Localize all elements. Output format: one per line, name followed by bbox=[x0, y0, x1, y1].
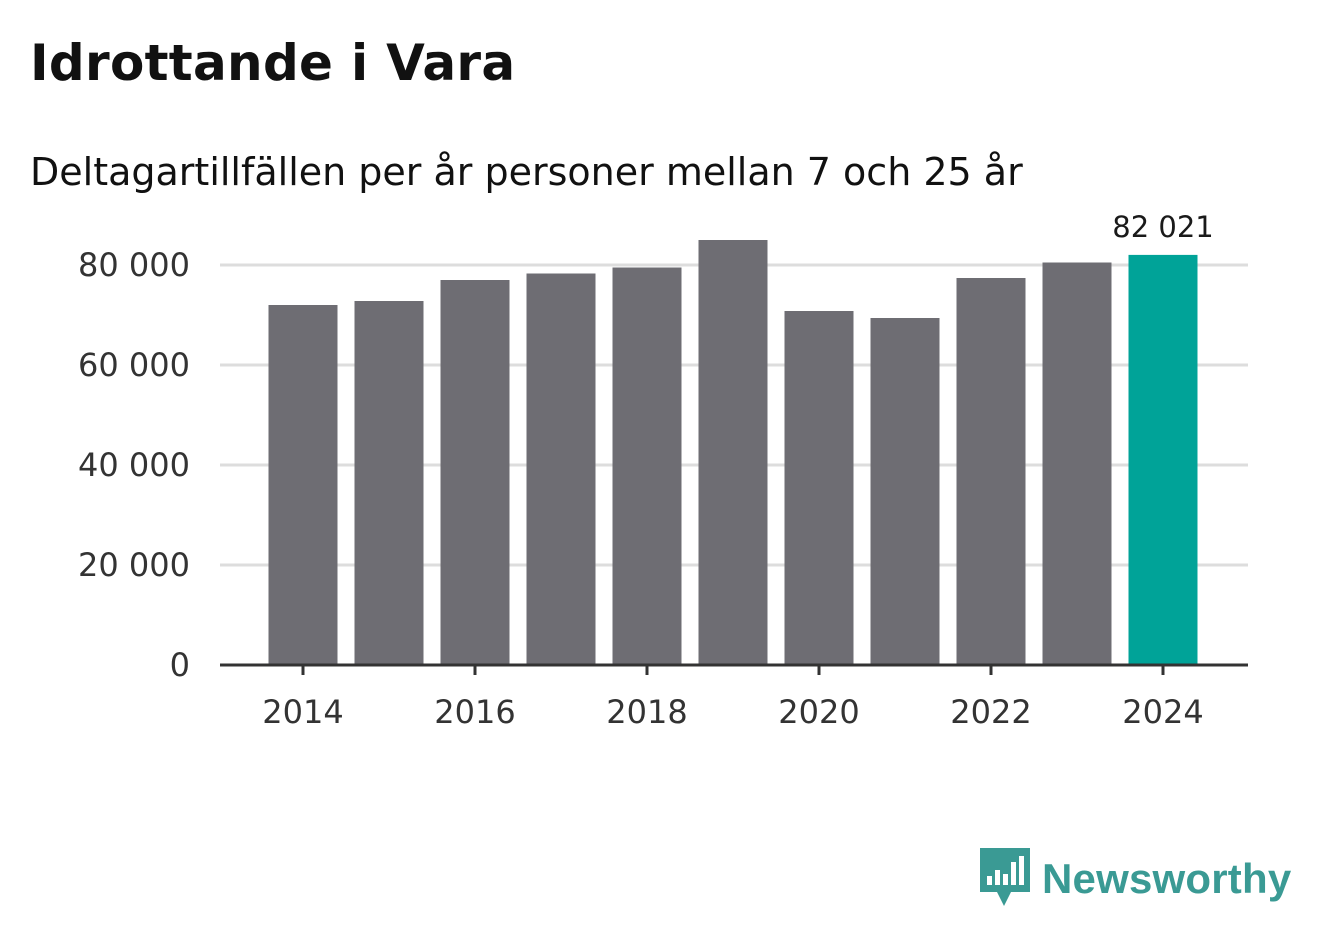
data-label-2024: 82 021 bbox=[1112, 210, 1213, 244]
chart-title: Idrottande i Vara bbox=[30, 34, 516, 92]
x-tick-label: 2016 bbox=[434, 693, 515, 731]
bar-2016 bbox=[440, 280, 510, 665]
y-axis-ticks: 0 20 000 40 000 60 000 80 000 bbox=[78, 246, 190, 684]
y-tick-label: 60 000 bbox=[78, 346, 190, 384]
x-tick-label: 2014 bbox=[262, 693, 343, 731]
bar-2015 bbox=[354, 301, 424, 665]
bar-2020 bbox=[784, 311, 854, 665]
bar-2017 bbox=[526, 273, 596, 665]
bar-2024 bbox=[1128, 254, 1198, 665]
y-tick-label: 20 000 bbox=[78, 546, 190, 584]
chart-subtitle: Deltagartillfällen per år personer mella… bbox=[30, 150, 1023, 194]
bar-2023 bbox=[1042, 262, 1112, 665]
brand-name: Newsworthy bbox=[1042, 855, 1292, 902]
x-axis-ticks: 2014 2016 2018 2020 2022 2024 bbox=[262, 665, 1204, 731]
bar-2018 bbox=[612, 267, 682, 665]
bar-2019 bbox=[698, 240, 768, 665]
bars bbox=[268, 240, 1198, 665]
x-tick-label: 2022 bbox=[950, 693, 1031, 731]
y-tick-label: 0 bbox=[170, 646, 190, 684]
x-tick-label: 2020 bbox=[778, 693, 859, 731]
bar-2022 bbox=[956, 278, 1026, 665]
bar-2014 bbox=[268, 305, 338, 665]
y-tick-label: 40 000 bbox=[78, 446, 190, 484]
x-tick-label: 2018 bbox=[606, 693, 687, 731]
data-labels: 82 021 bbox=[1112, 210, 1213, 244]
newsworthy-logo-icon bbox=[980, 848, 1030, 906]
x-tick-label: 2024 bbox=[1122, 693, 1203, 731]
y-tick-label: 80 000 bbox=[78, 246, 190, 284]
bar-2021 bbox=[870, 318, 940, 665]
newsworthy-brand: Newsworthy bbox=[980, 848, 1291, 910]
